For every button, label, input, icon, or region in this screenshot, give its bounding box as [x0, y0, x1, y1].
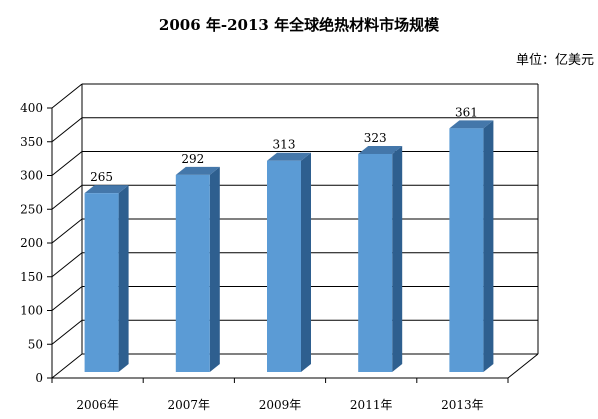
bar-side — [392, 145, 403, 372]
bar-side — [118, 185, 129, 372]
bar-top — [175, 166, 220, 175]
bar — [449, 128, 484, 372]
y-tick-label: 400 — [20, 101, 43, 115]
unit-label: 单位：亿美元 — [516, 53, 594, 68]
y-tick-label: 100 — [20, 304, 43, 318]
side-wall-line — [51, 353, 83, 379]
y-tick-label: 0 — [35, 371, 43, 385]
side-wall-line — [51, 252, 83, 278]
y-tick-label: 150 — [20, 270, 43, 284]
bar — [175, 174, 210, 372]
data-label: 292 — [181, 152, 204, 166]
data-label: 265 — [90, 170, 113, 184]
bar — [358, 153, 393, 372]
side-wall-line — [51, 117, 83, 143]
x-tick-label: 2006年 — [76, 398, 119, 412]
x-tick-label: 2011年 — [350, 398, 393, 412]
bar-side — [301, 152, 311, 372]
y-tick-label: 50 — [28, 337, 43, 351]
side-wall-line — [51, 218, 83, 244]
side-wall-line — [51, 83, 83, 109]
data-label: 361 — [455, 105, 478, 119]
bar-top — [267, 152, 311, 161]
side-wall-line — [51, 151, 83, 176]
y-tick-label: 200 — [20, 236, 43, 250]
bar-side — [483, 120, 494, 372]
bar-top — [84, 185, 129, 194]
data-label: 323 — [364, 131, 387, 145]
bar-side — [209, 166, 220, 372]
side-wall-line — [51, 286, 83, 311]
floor-right-edge — [507, 353, 539, 379]
y-tick-label: 300 — [20, 169, 43, 183]
bar-top — [449, 120, 494, 129]
x-tick-label: 2009年 — [259, 398, 302, 412]
bar-top — [358, 145, 403, 154]
data-label: 313 — [273, 138, 296, 152]
x-tick-label: 2013年 — [441, 398, 484, 412]
y-tick-label: 350 — [20, 135, 43, 149]
bar-layer — [84, 120, 494, 372]
x-tick-label: 2007年 — [168, 398, 211, 412]
chart-title: 2006 年-2013 年全球绝热材料市场规模 — [159, 16, 440, 34]
side-wall-line — [51, 184, 83, 210]
bar — [84, 193, 119, 372]
bar — [267, 160, 301, 372]
label-layer: 265 2006年 292 2007年 313 2009年 323 2011年 361 2013年 — [76, 105, 483, 412]
y-tick-label: 250 — [20, 202, 43, 216]
axis-layer: 0 50 100 150 200 250 300 350 400 — [20, 101, 539, 385]
side-wall-line — [51, 319, 83, 345]
